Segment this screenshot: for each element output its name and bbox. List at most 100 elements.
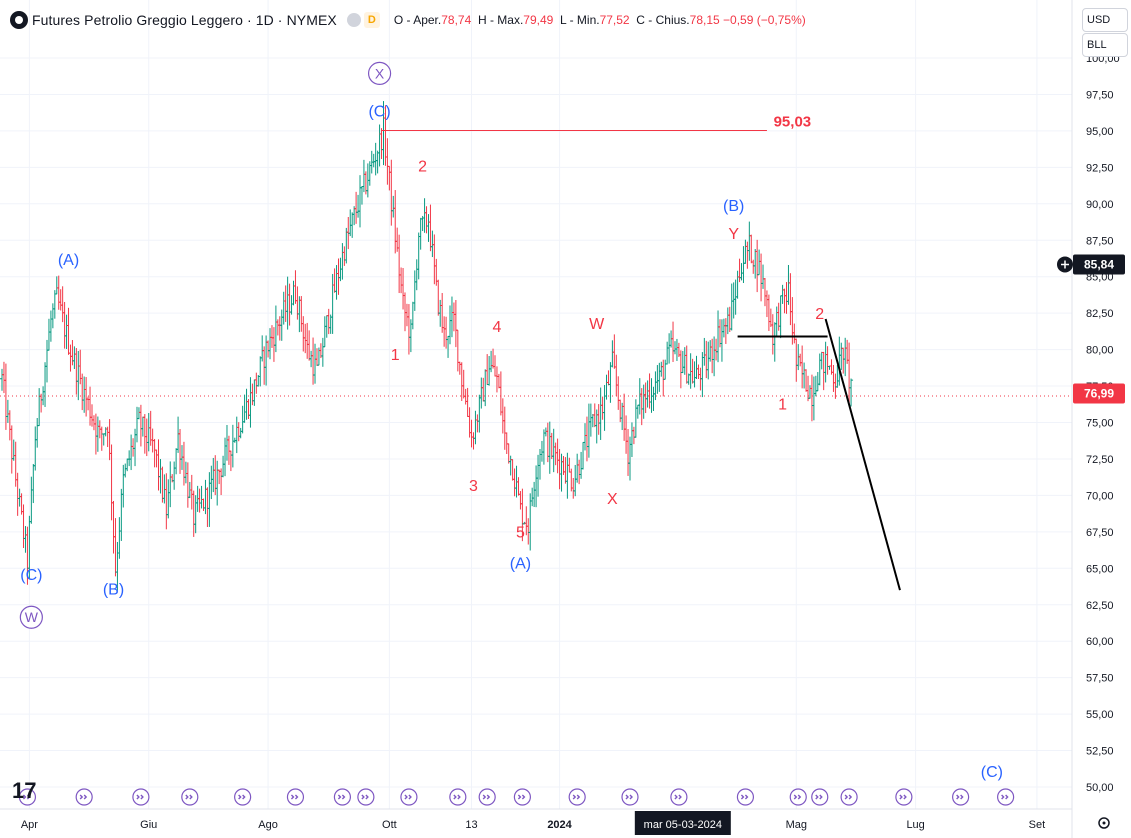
ohlc-high-label: H - xyxy=(477,13,494,27)
time-tick-label: Ott xyxy=(382,819,397,831)
price-tick-label: 87,50 xyxy=(1086,235,1114,247)
wave-label: 2 xyxy=(815,306,824,323)
price-tick-label: 65,00 xyxy=(1086,563,1114,575)
event-icon[interactable] xyxy=(181,788,199,806)
event-icon[interactable] xyxy=(952,788,970,806)
event-icon[interactable] xyxy=(357,788,375,806)
event-icon-arrow xyxy=(793,794,802,800)
ohlc-close-key: Chius. xyxy=(655,13,690,27)
event-icon[interactable] xyxy=(400,788,418,806)
event-icon-arrow xyxy=(572,794,581,800)
price-tick-label: 80,00 xyxy=(1086,345,1114,357)
event-icon[interactable] xyxy=(286,788,305,806)
wave-label: 1 xyxy=(391,347,400,364)
event-icon[interactable] xyxy=(811,788,829,806)
time-tick-label: Giu xyxy=(140,819,157,831)
event-icon[interactable] xyxy=(736,788,755,806)
ohlc-close-label: C - xyxy=(636,13,653,27)
event-icon[interactable] xyxy=(895,788,913,806)
currency-select[interactable]: USD xyxy=(1082,8,1128,32)
wave-label: 1 xyxy=(778,396,787,413)
event-icon-arrow xyxy=(517,794,526,800)
symbol-title[interactable]: Futures Petrolio Greggio Leggero · 1D · … xyxy=(32,12,337,28)
time-tick-label: 13 xyxy=(465,819,477,831)
price-tick-label: 85,00 xyxy=(1086,272,1114,284)
event-icon[interactable] xyxy=(621,788,639,806)
event-icon[interactable] xyxy=(333,788,352,806)
ohlc-bars xyxy=(0,101,854,591)
event-icon[interactable] xyxy=(513,788,531,806)
price-tick-label: 95,00 xyxy=(1086,126,1114,138)
event-icon-arrow xyxy=(361,794,369,800)
event-icon[interactable] xyxy=(789,788,807,806)
last-price-label: 76,99 xyxy=(1084,386,1114,400)
wave-label: (A) xyxy=(510,555,531,572)
wave-label: 95,03 xyxy=(774,114,812,131)
wave-label: (C) xyxy=(368,103,390,120)
crosshair-price-box xyxy=(1073,254,1125,275)
wave-circle xyxy=(367,61,392,86)
price-tick-label: 97,50 xyxy=(1086,89,1114,101)
event-icon-circle xyxy=(286,788,305,806)
event-icon[interactable] xyxy=(234,788,252,806)
event-icon[interactable] xyxy=(75,788,93,806)
delay-badge[interactable]: D xyxy=(363,12,380,28)
event-icon-circle xyxy=(449,788,467,806)
crosshair-time-box xyxy=(634,811,731,835)
event-icons[interactable] xyxy=(18,788,1015,806)
event-icon[interactable] xyxy=(449,788,467,806)
wave-label: (B) xyxy=(723,198,744,215)
wave-label: X xyxy=(375,65,385,81)
event-icon[interactable] xyxy=(18,788,37,806)
price-tick-label: 60,00 xyxy=(1086,636,1114,648)
settings-gear-icon[interactable] xyxy=(1098,817,1110,829)
price-tick-label: 62,50 xyxy=(1086,600,1114,612)
wave-label: 2 xyxy=(418,159,427,176)
time-tick-label: Set xyxy=(1029,819,1046,831)
ohlc-open-key: Aper. xyxy=(413,13,442,27)
event-icon-arrow xyxy=(1001,794,1009,800)
event-icon-circle xyxy=(132,788,150,806)
projection-line xyxy=(824,318,901,591)
price-tick-label: 50,00 xyxy=(1086,782,1114,794)
event-icon-arrow xyxy=(337,794,346,800)
event-icon-circle xyxy=(670,788,688,806)
ohlc-open-value: 78,74 xyxy=(441,13,472,27)
event-icon-arrow xyxy=(290,794,299,800)
crosshair-price-label: 85,84 xyxy=(1084,257,1114,271)
event-icon-circle xyxy=(621,788,639,806)
crosshair-time-label: mar 05-03-2024 xyxy=(644,819,722,831)
price-tick-label: 55,00 xyxy=(1086,709,1114,721)
event-icon[interactable] xyxy=(840,788,858,806)
last-price-box xyxy=(1073,383,1125,404)
unit-select[interactable]: BLL xyxy=(1082,33,1128,57)
wave-label: W xyxy=(25,609,39,625)
wave-label: 3 xyxy=(469,478,478,495)
event-icon[interactable] xyxy=(997,788,1015,806)
price-tick-label: 70,00 xyxy=(1086,490,1114,502)
ohlc-change: −0,59 (−0,75%) xyxy=(723,13,806,27)
event-icon-circle xyxy=(789,788,807,806)
wave-label: (A) xyxy=(58,252,79,269)
plus-icon xyxy=(1061,260,1069,269)
price-tick-label: 82,50 xyxy=(1086,308,1114,320)
price-axis[interactable] xyxy=(1072,0,1131,838)
event-icon[interactable] xyxy=(478,788,496,806)
time-tick-label: 2024 xyxy=(547,819,572,831)
time-axis-ticks: Apr Giu Ago Ott 13 2024 Mag Lug Set mar 05-03-202… xyxy=(21,811,1045,835)
ohlc-values: O - Aper.78,74 H - Max.79,49 L - Min.77,… xyxy=(394,13,806,27)
wave-label: (C) xyxy=(20,567,42,584)
event-icon-arrow xyxy=(238,794,246,800)
wave-label: (B) xyxy=(103,582,124,599)
event-icon-arrow xyxy=(22,794,31,800)
event-icon[interactable] xyxy=(670,788,688,806)
wave-labels: (C) W (A) (B) X (C) 95,03 2 1 4 3 5 (A) W X (B) Y 2 1 (C) xyxy=(19,61,1003,781)
event-icon[interactable] xyxy=(132,788,150,806)
price-tick-label: 75,00 xyxy=(1086,418,1114,430)
price-tick-label: 90,00 xyxy=(1086,199,1114,211)
price-tick-label: 67,50 xyxy=(1086,527,1114,539)
event-icon-circle xyxy=(357,788,375,806)
wave-label: W xyxy=(589,316,605,333)
event-icon[interactable] xyxy=(568,788,586,806)
